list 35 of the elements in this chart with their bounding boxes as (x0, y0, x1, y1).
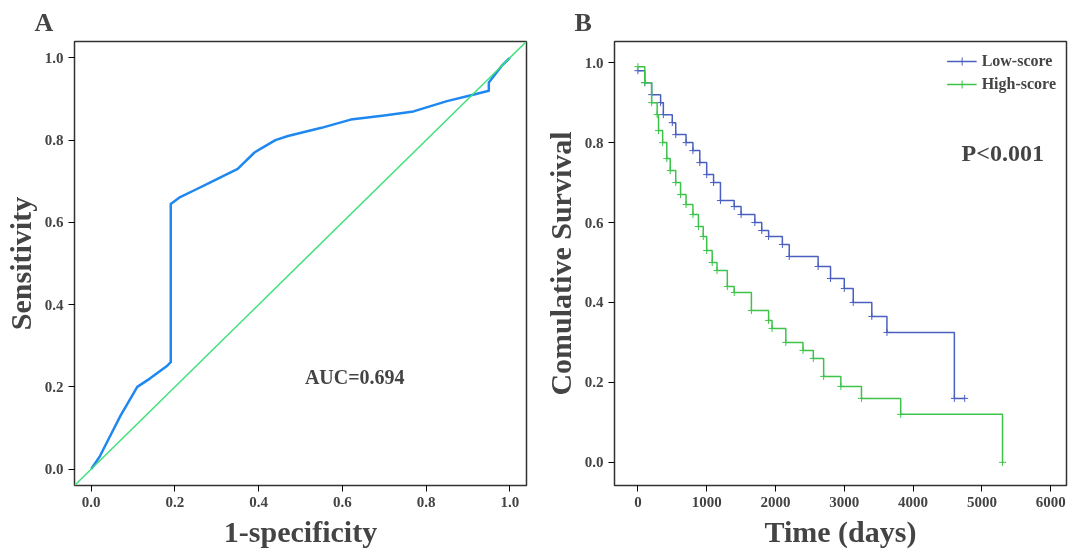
x-tick-label: 2000 (760, 493, 791, 510)
x-tick-label: 0 (634, 493, 642, 510)
y-tick-label: 0.2 (584, 374, 604, 391)
x-tick-label: 0.4 (249, 493, 269, 510)
y-tick-label: 1.0 (584, 54, 604, 71)
y-tick-label: 0.0 (44, 461, 64, 478)
x-tick-label: 1.0 (500, 493, 520, 510)
y-axis-title: Comulative Survival (543, 131, 577, 396)
y-tick-label: 0.6 (44, 214, 64, 231)
legend-label: Low-score (981, 52, 1053, 70)
x-tick-label: 0.8 (416, 493, 436, 510)
y-axis-title: Sensitivity (3, 196, 37, 331)
y-tick-label: 1.0 (44, 49, 64, 66)
annotation: P<0.001 (961, 139, 1044, 166)
chart-title: A (34, 7, 54, 37)
x-tick-label: 0.0 (81, 493, 101, 510)
x-tick-label: 0.2 (165, 493, 185, 510)
legend-label: High-score (981, 75, 1056, 93)
x-tick-label: 1000 (691, 493, 722, 510)
y-tick-label: 0.0 (584, 454, 604, 471)
x-tick-label: 3000 (829, 493, 860, 510)
y-tick-label: 0.8 (44, 132, 64, 149)
y-tick-label: 0.6 (584, 214, 604, 231)
x-tick-label: 4000 (898, 493, 929, 510)
y-tick-label: 0.4 (44, 296, 64, 313)
y-tick-label: 0.4 (584, 294, 604, 311)
y-tick-label: 0.8 (584, 134, 604, 151)
x-tick-label: 6000 (1035, 493, 1066, 510)
x-axis-title: Time (days) (764, 514, 917, 549)
chart-title: B (574, 7, 592, 37)
x-tick-label: 0.6 (332, 493, 353, 510)
y-tick-label: 0.2 (44, 378, 64, 395)
annotation: AUC=0.694 (304, 365, 405, 388)
x-axis-title: 1-specificity (223, 514, 378, 548)
x-tick-label: 5000 (966, 493, 997, 510)
